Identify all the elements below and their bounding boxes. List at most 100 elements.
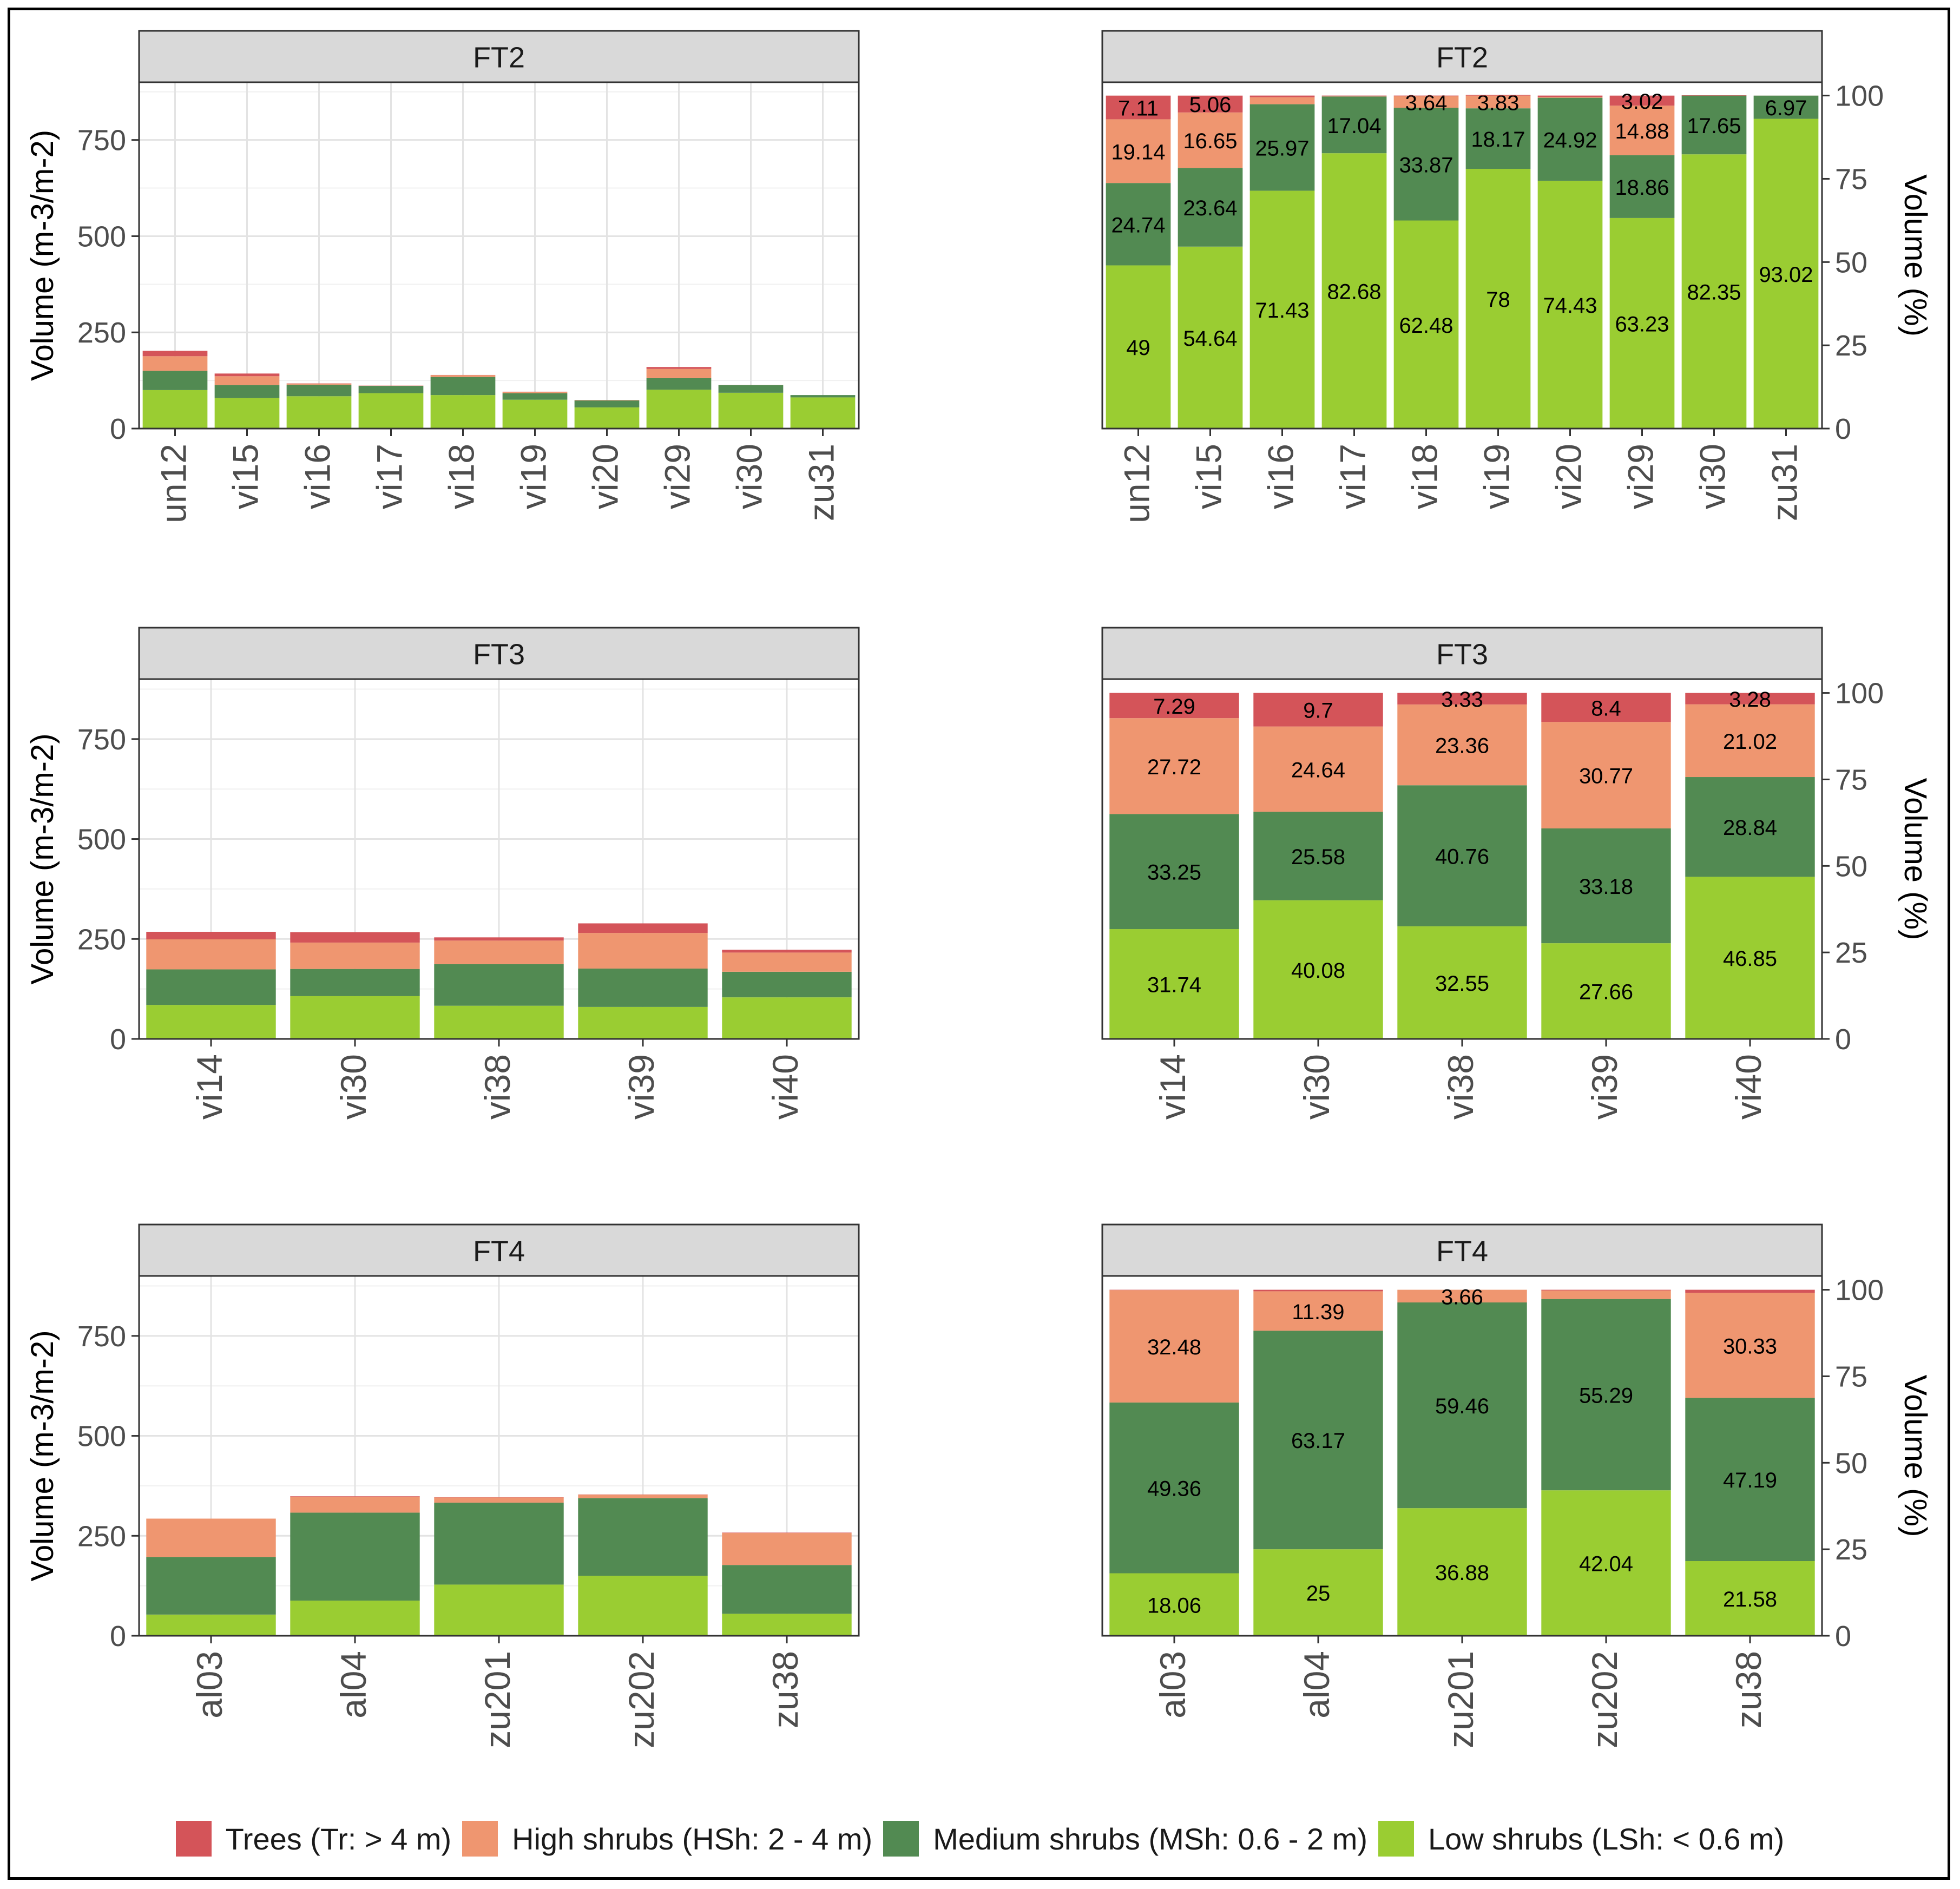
bar-segment: [574, 400, 640, 407]
panel-border: [1101, 81, 1823, 430]
bar-segment: [1249, 104, 1315, 191]
bar-segment: [722, 952, 852, 972]
bar-value-label: 33.18: [1579, 875, 1633, 899]
panel-3: FT3 31.74 33.25 27.72 7.29 40.08 25.58 24.64 9.7…: [1101, 627, 1933, 1120]
bar-value-label: 49: [1126, 336, 1150, 360]
y-tick-label: 500: [77, 1420, 126, 1453]
bar-segment: [1609, 95, 1675, 106]
bar-value-label: 11.39: [1292, 1300, 1344, 1324]
panel-1: FT2 49 24.74 19.14 7.11 54.64 23.64 16.65 5.06 71…: [1101, 30, 1933, 523]
bar-value-label: 42.04: [1579, 1552, 1633, 1576]
bar-segment: [430, 375, 496, 377]
bar-value-label: 16.65: [1183, 129, 1237, 153]
bar-segment: [1685, 704, 1815, 778]
bar-segment: [1178, 95, 1243, 113]
x-tick-label: vi20: [586, 444, 626, 509]
y-tick-label: 0: [1835, 1023, 1851, 1056]
bar-value-label: 25.97: [1255, 137, 1309, 161]
bar-segment: [1253, 1549, 1383, 1636]
bar-segment: [146, 1557, 276, 1615]
bar-segment: [434, 1497, 564, 1503]
y-tick-label: 250: [77, 1520, 126, 1552]
y-axis-title: Volume (%): [1898, 1375, 1933, 1537]
bar-segment: [1681, 154, 1747, 429]
legend-label-high-shrubs: High shrubs (HSh: 2 - 4 m): [512, 1821, 873, 1856]
x-tick-label: al03: [1153, 1651, 1193, 1719]
bar-segment: [146, 939, 276, 970]
bar-value-label: 3.83: [1477, 91, 1520, 115]
bar-value-label: 78: [1486, 288, 1510, 312]
bar-segment: [146, 969, 276, 1005]
bar-value-label: 7.29: [1153, 695, 1195, 719]
y-axis-title: Volume (%): [1898, 778, 1933, 940]
bar-value-label: 27.66: [1579, 980, 1633, 1004]
bar-segment: [1465, 169, 1531, 429]
y-axis-title: Volume (%): [1898, 174, 1933, 337]
y-tick-label: 50: [1835, 850, 1867, 883]
bar-segment: [502, 399, 568, 429]
bar-value-label: 30.77: [1579, 765, 1633, 788]
y-tick-label: 0: [1835, 1620, 1851, 1653]
bar-segment: [434, 964, 564, 1006]
bar-value-label: 54.64: [1183, 327, 1237, 351]
bar-segment: [1397, 926, 1527, 1039]
bar-segment: [146, 1518, 276, 1557]
bar-segment: [430, 395, 496, 429]
bar-segment: [1397, 1302, 1527, 1509]
bar-segment: [1681, 95, 1747, 96]
x-tick-label: vi29: [1621, 444, 1661, 509]
bar-value-label: 3.33: [1441, 688, 1483, 712]
x-tick-label: vi15: [1189, 444, 1229, 509]
bar-segment: [434, 937, 564, 941]
legend-swatch-high-shrubs: [462, 1821, 498, 1857]
legend: Trees (Tr: > 4 m) High shrubs (HSh: 2 - …: [0, 1809, 1960, 1868]
bar-value-label: 33.87: [1399, 153, 1453, 177]
bar-segment: [290, 1496, 420, 1513]
bar-segment: [1685, 877, 1815, 1039]
bar-value-label: 18.06: [1147, 1594, 1201, 1617]
bar-segment: [722, 1614, 852, 1636]
bar-segment: [290, 932, 420, 943]
bar-segment: [358, 386, 424, 393]
bar-segment: [146, 1614, 276, 1636]
x-tick-label: un12: [1117, 444, 1157, 523]
bar-segment: [286, 396, 352, 429]
bar-segment: [1685, 1293, 1815, 1398]
y-tick-label: 750: [77, 723, 126, 756]
bar-value-label: 21.02: [1723, 730, 1777, 754]
x-tick-label: vi38: [477, 1054, 517, 1120]
bar-value-label: 59.46: [1435, 1394, 1489, 1418]
bar-segment: [578, 923, 708, 933]
bar-segment: [1249, 97, 1315, 104]
legend-item-medium-shrubs: Medium shrubs (MSh: 0.6 - 2 m): [883, 1821, 1367, 1857]
bar-segment: [1685, 693, 1815, 705]
x-tick-label: vi40: [1728, 1054, 1768, 1120]
bar-value-label: 40.76: [1435, 845, 1489, 869]
bar-value-label: 21.58: [1723, 1588, 1777, 1611]
x-tick-label: vi18: [1405, 444, 1445, 509]
bar-segment: [290, 1600, 420, 1636]
bar-segment: [1685, 1561, 1815, 1636]
bar-value-label: 82.68: [1327, 280, 1381, 304]
x-tick-label: vi14: [189, 1054, 229, 1120]
x-tick-label: vi29: [657, 444, 698, 509]
y-axis-title: Volume (m-3/m-2): [25, 130, 60, 381]
x-tick-label: zu201: [1441, 1651, 1481, 1748]
bar-value-label: 49.36: [1147, 1477, 1201, 1501]
x-tick-label: vi16: [298, 444, 338, 509]
bar-value-label: 24.74: [1111, 213, 1165, 237]
bar-segment: [718, 392, 784, 429]
x-tick-label: al03: [189, 1651, 229, 1719]
bar-segment: [646, 390, 712, 429]
bar-value-label: 25: [1306, 1582, 1331, 1605]
bar-segment: [1253, 693, 1383, 727]
bar-segment: [146, 1005, 276, 1039]
bar-segment: [142, 356, 208, 371]
y-tick-label: 100: [1835, 80, 1884, 113]
bar-segment: [1397, 693, 1527, 705]
bar-value-label: 17.65: [1687, 114, 1741, 138]
facet-title: FT4: [1436, 1235, 1488, 1268]
bar-segment: [1106, 183, 1171, 266]
bar-segment: [1109, 1402, 1239, 1574]
bar-value-label: 7.11: [1118, 97, 1159, 121]
